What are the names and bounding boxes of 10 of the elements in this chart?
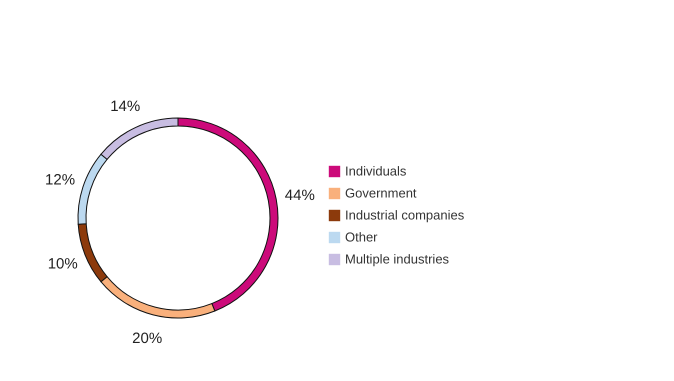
data-label: 44% (284, 186, 315, 204)
data-label: 14% (110, 98, 140, 115)
data-label: 20% (132, 330, 162, 348)
legend-label: Government (345, 186, 417, 200)
legend-label: Other (345, 230, 378, 244)
legend-label: Individuals (345, 164, 407, 178)
legend-label: Multiple industries (345, 252, 450, 266)
legend-label: Industrial companies (345, 208, 465, 222)
data-label: 10% (48, 256, 78, 273)
data-label: 12% (45, 172, 76, 189)
